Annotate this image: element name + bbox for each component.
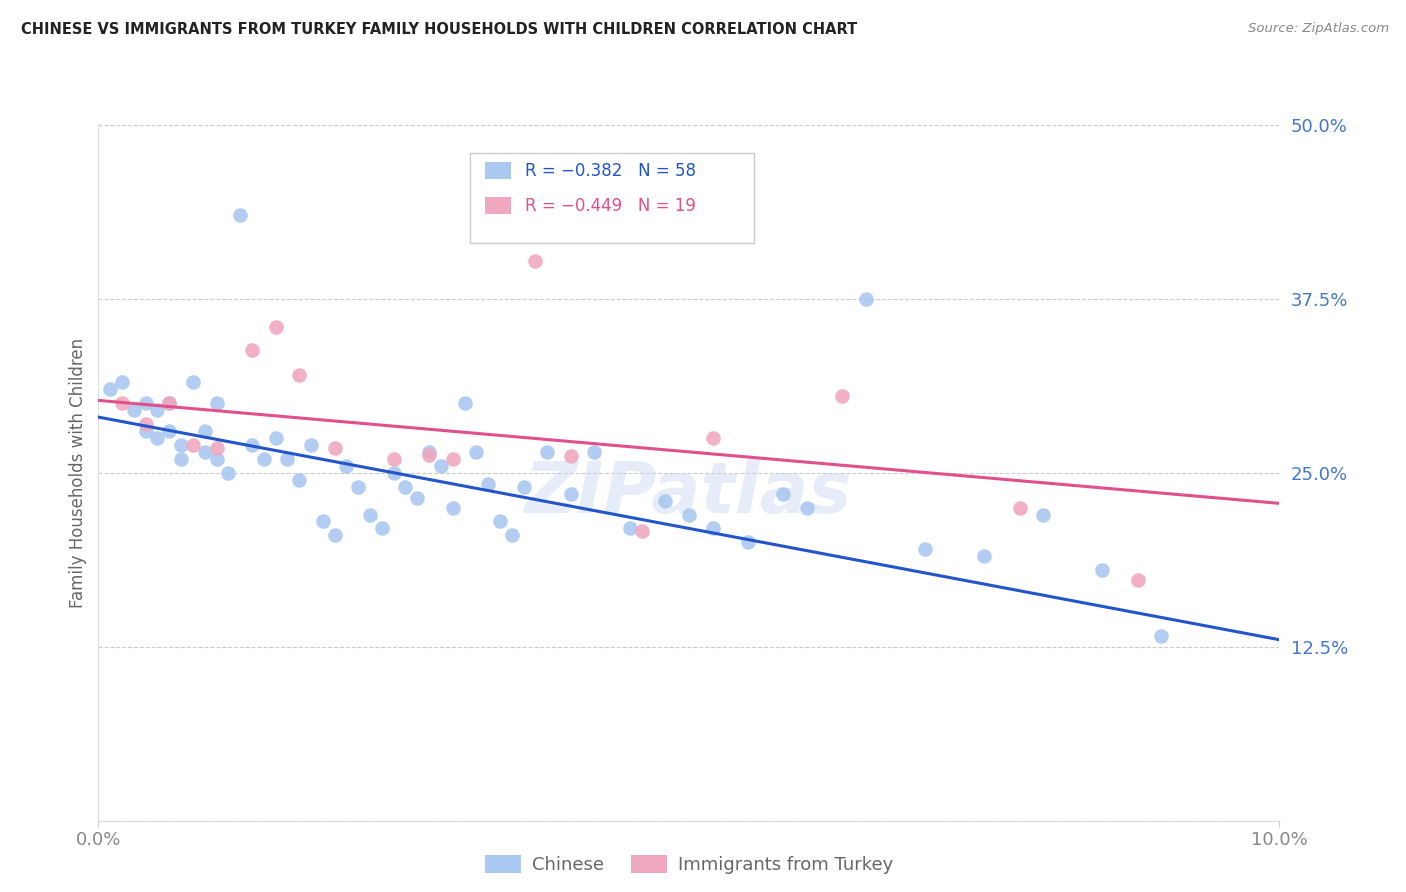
Point [122,403,145,417]
Point [583,445,606,459]
Point [240,438,263,452]
Point [205,441,228,455]
Point [288,473,311,487]
Point [194,424,217,438]
Point [111,396,134,410]
Text: R = −0.382   N = 58: R = −0.382 N = 58 [524,162,696,180]
Point [288,368,311,383]
Point [702,521,724,535]
FancyBboxPatch shape [485,197,510,214]
Point [973,549,995,564]
Point [111,376,134,390]
Point [702,431,724,445]
Point [323,528,346,542]
Point [157,424,180,438]
FancyBboxPatch shape [485,162,510,179]
Point [1126,573,1149,587]
Point [229,208,252,222]
Point [98,382,121,396]
Point [323,441,346,455]
Point [560,486,582,500]
Point [418,445,440,459]
Point [678,508,700,522]
Point [217,466,239,480]
Text: Source: ZipAtlas.com: Source: ZipAtlas.com [1249,22,1389,36]
Point [382,451,405,466]
Point [157,396,180,410]
Point [441,500,464,515]
Point [914,542,936,557]
Text: CHINESE VS IMMIGRANTS FROM TURKEY FAMILY HOUSEHOLDS WITH CHILDREN CORRELATION CH: CHINESE VS IMMIGRANTS FROM TURKEY FAMILY… [21,22,858,37]
Point [654,493,676,508]
Point [146,431,169,445]
Point [796,500,818,515]
Point [619,521,641,535]
Point [477,476,499,491]
Point [157,396,180,410]
Point [181,438,204,452]
Point [630,524,652,539]
Point [1150,629,1173,643]
Point [194,445,217,459]
Point [135,396,157,410]
Point [205,396,228,410]
FancyBboxPatch shape [471,153,754,244]
Point [359,508,381,522]
Legend: Chinese, Immigrants from Turkey: Chinese, Immigrants from Turkey [478,847,900,881]
Text: ZIPatlas: ZIPatlas [526,459,852,528]
Point [1091,563,1114,577]
Point [347,480,370,494]
Text: R = −0.449   N = 19: R = −0.449 N = 19 [524,197,696,215]
Point [170,451,193,466]
Point [205,451,228,466]
Point [1008,500,1031,515]
Point [453,396,475,410]
Point [312,515,335,529]
Point [335,458,357,473]
Point [524,254,547,268]
Point [264,319,287,334]
Point [382,466,405,480]
Point [831,389,853,403]
Point [441,451,464,466]
Point [135,424,157,438]
Point [489,515,512,529]
Point [501,528,523,542]
Point [276,451,298,466]
Point [146,403,169,417]
Point [371,521,394,535]
Point [253,451,276,466]
Point [170,438,193,452]
Point [240,343,263,358]
Point [406,491,429,505]
Point [1032,508,1054,522]
Point [855,292,877,306]
Point [536,445,558,459]
Point [394,480,416,494]
Point [512,480,534,494]
Point [135,417,157,431]
Y-axis label: Family Households with Children: Family Households with Children [69,338,87,607]
Point [299,438,322,452]
Point [560,449,582,463]
Point [264,431,287,445]
Point [418,448,440,462]
Point [772,486,794,500]
Point [430,458,453,473]
Point [181,376,204,390]
Point [737,535,759,549]
Point [465,445,488,459]
